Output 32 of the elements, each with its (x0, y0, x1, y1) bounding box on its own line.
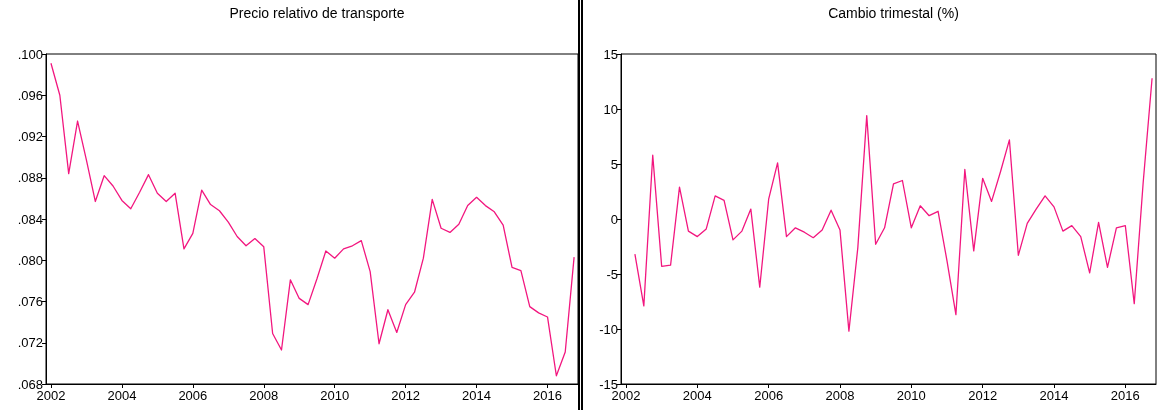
x-tick-label: 2016 (533, 388, 562, 403)
x-tick-label: 2010 (896, 388, 926, 403)
y-tick-label: 10 (603, 101, 618, 117)
x-tick-label: 2010 (320, 388, 350, 403)
y-tick-label: 15 (603, 46, 618, 62)
x-tick-label: 2008 (825, 388, 855, 403)
x-tick-label: 2014 (462, 388, 492, 403)
y-tick-label: .100 (17, 46, 43, 62)
x-tick-label: 2004 (682, 388, 712, 403)
line-series (50, 62, 575, 377)
line-series (634, 77, 1153, 332)
x-tick-label: 2014 (1039, 388, 1069, 403)
y-tick-label: .088 (17, 170, 43, 186)
x-tick-label: 2006 (754, 388, 784, 403)
chart-title: Precio relativo de transporte (229, 5, 405, 21)
y-tick-label: .092 (17, 129, 43, 144)
y-tick-label: -5 (606, 266, 618, 282)
x-tick-label: 2004 (107, 388, 137, 403)
y-tick-label: 5 (610, 156, 618, 172)
y-tick-label: .076 (17, 294, 43, 309)
y-tick-label: .072 (17, 335, 43, 351)
x-tick-label: 2012 (391, 388, 421, 403)
y-tick-label: -10 (599, 321, 618, 337)
y-tick-label: 0 (610, 211, 618, 227)
x-tick-label: 2012 (968, 388, 998, 403)
x-tick-label: 2008 (249, 388, 279, 403)
chart-title: Cambio trimestal (%) (828, 5, 959, 21)
y-tick-label: .084 (17, 211, 43, 227)
y-tick-label: .096 (17, 87, 43, 103)
x-tick-label: 2016 (1110, 388, 1140, 403)
y-tick-label: .080 (17, 252, 43, 268)
x-tick-label: 2006 (178, 388, 208, 403)
